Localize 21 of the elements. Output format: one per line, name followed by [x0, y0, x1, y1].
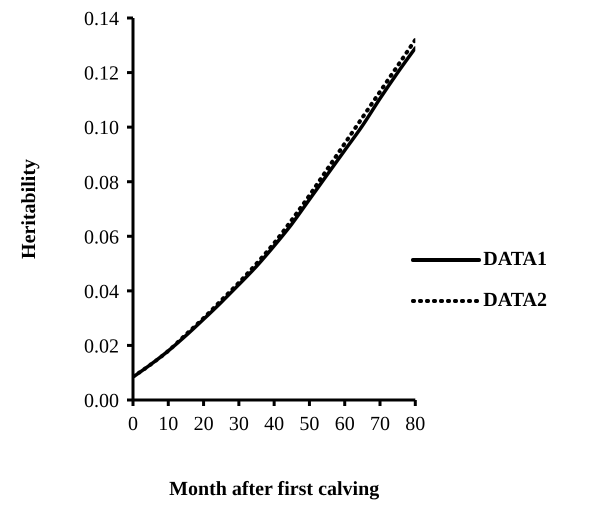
y-tick-label: 0.10: [84, 117, 119, 140]
x-tick-label: 0: [128, 413, 138, 436]
x-tick-label: 60: [334, 413, 355, 436]
x-tick-label: 70: [370, 413, 390, 436]
legend-label: DATA1: [483, 248, 547, 271]
y-tick-label: 0.04: [84, 280, 119, 303]
y-tick-label: 0.12: [84, 62, 119, 85]
y-tick-label: 0.08: [84, 172, 119, 194]
x-tick-label: 80: [405, 413, 426, 436]
legend-label: DATA2: [483, 289, 547, 312]
x-tick-label: 50: [299, 413, 320, 436]
y-tick-label: 0.02: [84, 336, 119, 358]
x-tick-label: 20: [194, 413, 214, 436]
x-tick-label: 10: [158, 413, 178, 436]
y-tick-label: 0.06: [84, 226, 119, 248]
y-tick-label: 0.00: [84, 390, 119, 412]
y-axis-title: Heritability: [18, 159, 40, 259]
x-axis-title: Month after first calving: [169, 478, 380, 500]
x-tick-label: 40: [264, 413, 284, 436]
y-tick-label: 0.14: [84, 8, 119, 30]
x-tick-label: 30: [228, 413, 249, 436]
